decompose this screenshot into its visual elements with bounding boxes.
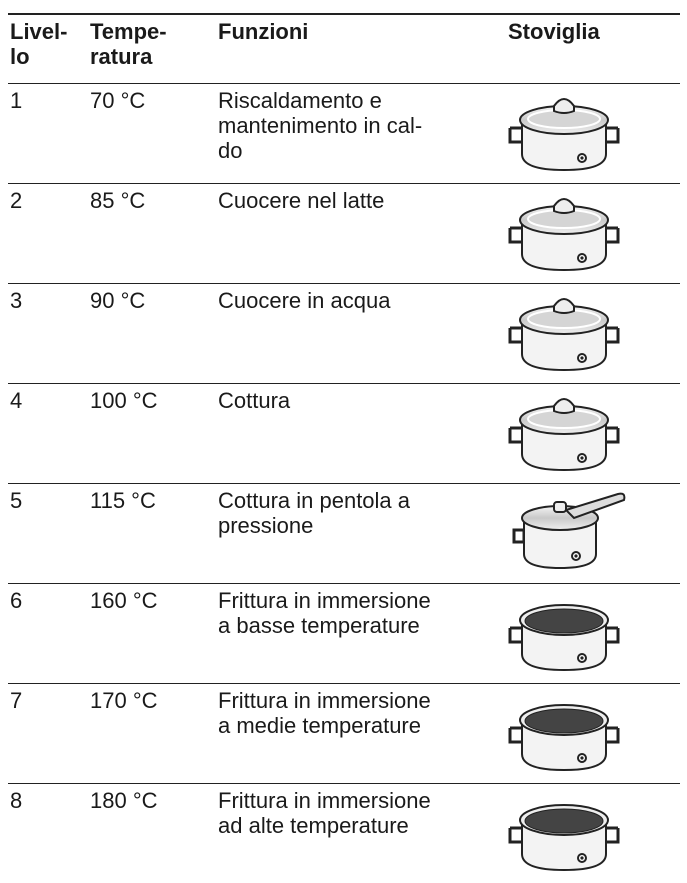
cell: 4 [8, 384, 88, 484]
page: Livel- lo Tempe- ratura Funzioni Stovigl… [0, 0, 687, 874]
fryer-icon [504, 686, 628, 774]
pot-icon [504, 86, 628, 174]
cell: 90 °C [88, 284, 216, 384]
cell: 5 [8, 484, 88, 584]
cell: 8 [8, 784, 88, 883]
cell: Riscaldamento e mantenimento in cal- do [216, 84, 506, 184]
cell: 160 °C [88, 584, 216, 684]
cell: Frittura in immersione a basse temperatu… [216, 584, 506, 684]
settings-table: Livel- lo Tempe- ratura Funzioni Stovigl… [8, 13, 680, 883]
cookware-cell [506, 784, 680, 883]
cell: 7 [8, 684, 88, 784]
cell: 85 °C [88, 184, 216, 284]
cookware-cell [506, 84, 680, 184]
cell: 180 °C [88, 784, 216, 883]
pot-icon [504, 286, 628, 374]
header-cell: Tempe- ratura [88, 14, 216, 84]
cell: Frittura in immersione a medie temperatu… [216, 684, 506, 784]
cell: Cuocere in acqua [216, 284, 506, 384]
header-cell: Livel- lo [8, 14, 88, 84]
cell: 2 [8, 184, 88, 284]
pot-icon [504, 386, 628, 474]
cookware-cell [506, 184, 680, 284]
fryer-icon [504, 586, 628, 674]
cell: 3 [8, 284, 88, 384]
cell: 70 °C [88, 84, 216, 184]
header-row: Livel- lo Tempe- ratura Funzioni Stovigl… [8, 14, 680, 84]
cookware-cell [506, 384, 680, 484]
cookware-cell [506, 684, 680, 784]
pressure-cooker-icon [504, 486, 628, 574]
header-cell: Funzioni [216, 14, 506, 84]
cookware-cell [506, 584, 680, 684]
cell: Frittura in immersione ad alte temperatu… [216, 784, 506, 883]
cookware-cell [506, 284, 680, 384]
header-cell: Stoviglia [506, 14, 680, 84]
cell: 6 [8, 584, 88, 684]
cell: Cottura in pentola a pressione [216, 484, 506, 584]
cell: 170 °C [88, 684, 216, 784]
cell: Cuocere nel latte [216, 184, 506, 284]
cell: 115 °C [88, 484, 216, 584]
cell: Cottura [216, 384, 506, 484]
fryer-icon [504, 786, 628, 874]
cell: 1 [8, 84, 88, 184]
pot-icon [504, 186, 628, 274]
cookware-cell [506, 484, 680, 584]
cell: 100 °C [88, 384, 216, 484]
